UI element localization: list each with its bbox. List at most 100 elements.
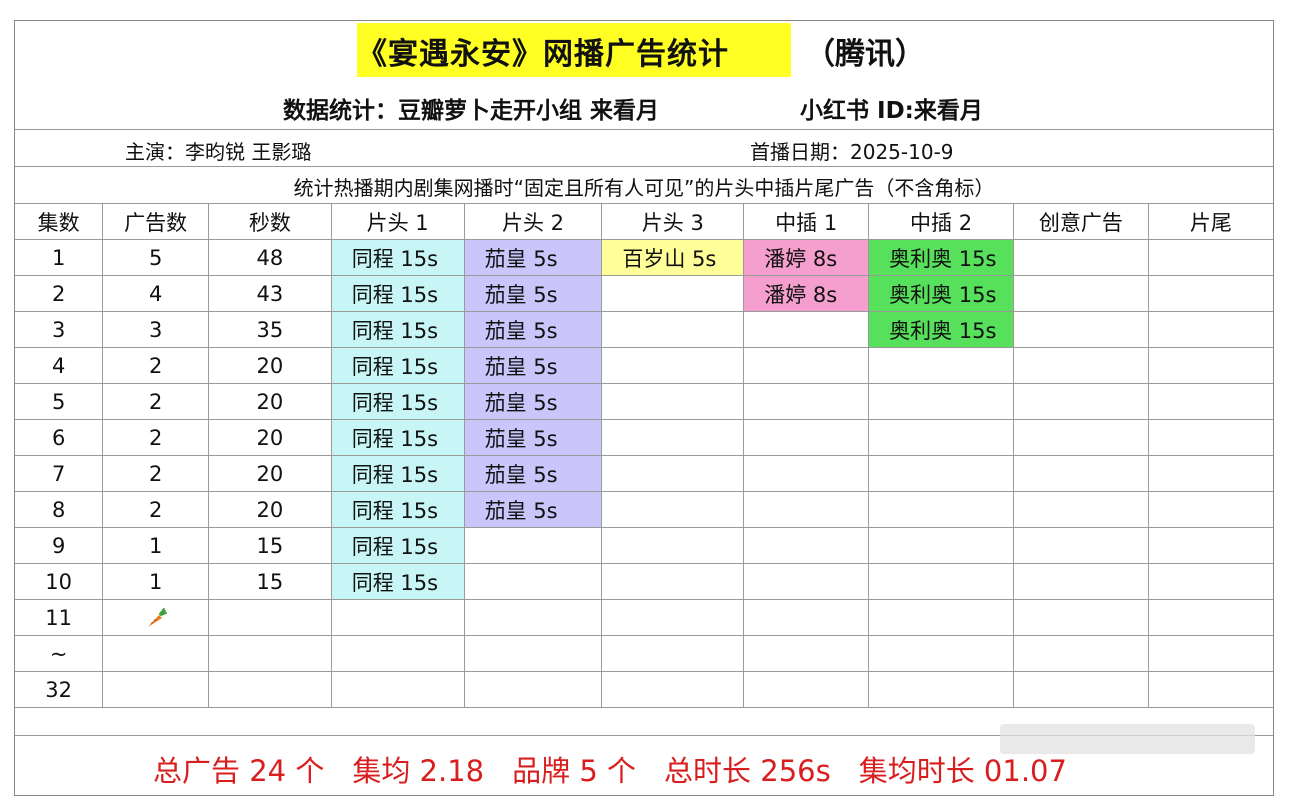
summary-avg-duration: 集均时长 01.07: [858, 754, 1067, 788]
table-cell: [1147, 635, 1273, 672]
table-cell: 2: [15, 275, 104, 312]
table-cell: [330, 671, 465, 708]
table-cell: 茄皇 5s: [463, 311, 603, 348]
col-header-midroll-2: 中插 2: [868, 204, 1015, 240]
table-cell: 1: [102, 563, 210, 600]
table-cell: 茄皇 5s: [463, 419, 603, 456]
table-row: 4 2 20 同程 15s 茄皇 5s: [15, 347, 1273, 384]
stats-credit: 数据统计：豆瓣萝卜走开小组 来看月: [283, 98, 660, 124]
table-cell: [1147, 563, 1273, 600]
title-row: 《宴遇永安》网播广告统计 （腾讯）: [15, 21, 1273, 83]
table-cell: [463, 671, 603, 708]
table-cell: [868, 563, 1015, 600]
table-cell: [601, 347, 745, 384]
table-cell: [601, 383, 745, 420]
stats-note: 统计热播期内剧集网播时“固定且所有人可见”的片头中插片尾广告（不含角标）: [293, 176, 995, 200]
table-cell: [463, 563, 603, 600]
table-cell: [1013, 671, 1149, 708]
table-cell: 同程 15s: [330, 455, 465, 492]
watermark-overlay: [1000, 724, 1255, 754]
table-cell: [1147, 419, 1273, 456]
table-cell: [601, 635, 745, 672]
table-cell: 1: [102, 527, 210, 564]
table-row: 11: [15, 599, 1273, 636]
table-cell: [743, 383, 870, 420]
col-header-ad-count: 广告数: [102, 204, 210, 240]
table-cell: 茄皇 5s: [463, 383, 603, 420]
table-cell: [868, 383, 1015, 420]
table-cell: 5: [102, 239, 210, 276]
xiaohongshu-id: 小红书 ID:来看月: [800, 98, 983, 124]
table-cell: [208, 635, 332, 672]
table-cell: 同程 15s: [330, 347, 465, 384]
col-header-opening-1: 片头 1: [330, 204, 465, 240]
table-cell: [743, 563, 870, 600]
table-row: 7 2 20 同程 15s 茄皇 5s: [15, 455, 1273, 492]
table-cell: [1147, 347, 1273, 384]
col-header-opening-3: 片头 3: [601, 204, 745, 240]
table-row: 6 2 20 同程 15s 茄皇 5s: [15, 419, 1273, 456]
divider: [15, 166, 1273, 167]
table-cell: [1147, 311, 1273, 348]
table-cell: [208, 671, 332, 708]
table-cell: 32: [15, 671, 104, 708]
table-cell: 同程 15s: [330, 383, 465, 420]
table-cell: [1147, 671, 1273, 708]
table-cell: [743, 635, 870, 672]
table-cell: 15: [208, 527, 332, 564]
info-row: 主演：李昀锐 王影璐 首播日期：2025-10-9: [15, 131, 1273, 166]
divider: [15, 129, 1273, 130]
table-cell: 奥利奥 15s: [868, 239, 1015, 276]
table-cell: 茄皇 5s: [463, 275, 603, 312]
table-cell: [743, 671, 870, 708]
col-header-ending: 片尾: [1147, 204, 1273, 240]
table-cell: 同程 15s: [330, 563, 465, 600]
table-cell: [330, 599, 465, 636]
table-cell: 同程 15s: [330, 311, 465, 348]
table-cell: 11: [15, 599, 104, 636]
page-title: 《宴遇永安》网播广告统计: [357, 37, 729, 72]
col-header-midroll-1: 中插 1: [743, 204, 870, 240]
table-cell: [1013, 635, 1149, 672]
table-cell: [868, 527, 1015, 564]
table-cell: [601, 671, 745, 708]
table-cell: 20: [208, 491, 332, 528]
table-cell: [1013, 383, 1149, 420]
carrot-icon: [147, 608, 167, 627]
table-cell: [1013, 311, 1149, 348]
table-cell: [743, 347, 870, 384]
table-cell: 茄皇 5s: [463, 455, 603, 492]
title-highlight: [357, 23, 791, 77]
table-body: 1 5 48 同程 15s 茄皇 5s 百岁山 5s 潘婷 8s 奥利奥 15s 2 4 43 同程 …: [15, 239, 1273, 708]
col-header-episode: 集数: [15, 204, 104, 240]
table-cell: [1013, 455, 1149, 492]
table-cell: [1147, 491, 1273, 528]
table-cell: 茄皇 5s: [463, 491, 603, 528]
table-row: ~: [15, 635, 1273, 672]
table-cell: [601, 311, 745, 348]
table-cell: 15: [208, 563, 332, 600]
table-cell: [1147, 239, 1273, 276]
table-cell: [463, 527, 603, 564]
table-cell: [601, 455, 745, 492]
table-cell: 奥利奥 15s: [868, 275, 1015, 312]
table-cell: [601, 419, 745, 456]
table-cell: 茄皇 5s: [463, 347, 603, 384]
table-cell: 潘婷 8s: [743, 275, 870, 312]
table-cell: ~: [15, 635, 104, 672]
table-cell: 2: [102, 491, 210, 528]
table-cell: [601, 563, 745, 600]
table-cell: 7: [15, 455, 104, 492]
subtitle-row: 数据统计：豆瓣萝卜走开小组 来看月 小红书 ID:来看月: [15, 83, 1273, 129]
table-cell: [601, 491, 745, 528]
table-cell: [601, 527, 745, 564]
table-cell: [868, 491, 1015, 528]
table-cell: 同程 15s: [330, 239, 465, 276]
table-cell: 10: [15, 563, 104, 600]
table-cell: 5: [15, 383, 104, 420]
table-cell: [743, 455, 870, 492]
table-cell: [1013, 239, 1149, 276]
table-cell: 3: [15, 311, 104, 348]
table-cell: 48: [208, 239, 332, 276]
table-cell: 茄皇 5s: [463, 239, 603, 276]
